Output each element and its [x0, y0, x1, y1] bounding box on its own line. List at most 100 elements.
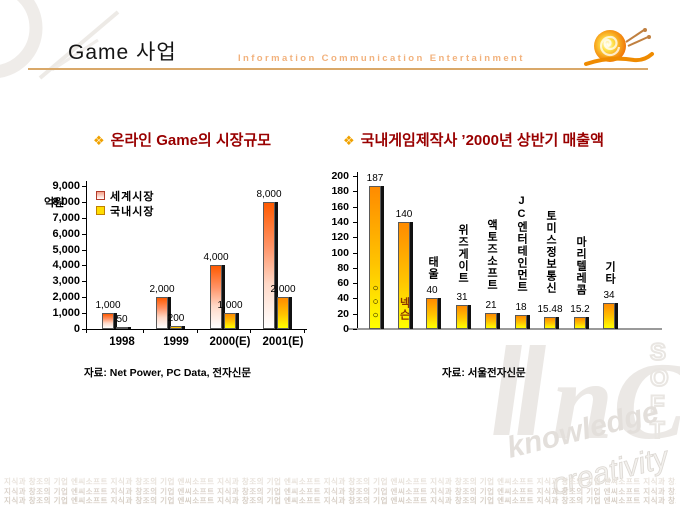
left-y-tick-label: 9,000: [52, 180, 80, 192]
left-y-tick: [82, 186, 86, 187]
left-x-tick: [304, 329, 305, 333]
company-name-label: 마리텔레콤: [574, 236, 587, 297]
right-y-tick: [353, 252, 357, 254]
company-name-label: 기타: [603, 260, 616, 285]
right-y-tick-label: 180: [331, 185, 349, 198]
category-label: 1998: [109, 336, 135, 348]
world-bar-value-label: 4,000: [203, 252, 229, 264]
footer-watermark-row: 지식과 창조의 기업 엔씨소프트 지식과 창조의 기업 엔씨소프트 지식과 창조…: [4, 486, 676, 496]
revenue-bar-shadow: [497, 312, 500, 329]
left-x-tick: [143, 329, 144, 333]
domestic-market-bar: [170, 325, 182, 329]
right-y-tick-label: 40: [337, 292, 349, 305]
revenue-value-label: 40: [426, 285, 438, 297]
left-chart-source: 자료: Net Power, PC Data, 전자신문: [84, 367, 252, 379]
category-label: 1999: [163, 336, 189, 348]
world-bar-value-label: 2,000: [149, 284, 175, 296]
left-y-tick-label: 8,000: [52, 195, 80, 208]
diamond-bullet-icon: ❖: [343, 133, 355, 148]
world-market-bar: [263, 201, 275, 329]
revenue-bar: [603, 302, 615, 329]
domestic-market-bar-shadow: [289, 297, 292, 329]
world-market-bar-shadow: [275, 201, 278, 329]
right-y-tick: [353, 206, 357, 208]
diamond-bullet-icon: ❖: [93, 133, 105, 148]
revenue-value-label: 187: [366, 172, 384, 184]
right-y-tick-label: 80: [337, 261, 349, 274]
left-chart-title-text: 온라인 Game의 시장규모: [110, 132, 272, 149]
left-y-tick-label: 2,000: [52, 291, 80, 304]
domestic-market-bar: [224, 313, 236, 329]
revenue-value-label: 31: [456, 292, 468, 304]
right-chart-title: ❖ 국내게임제작사 ’2000년 상반기 매출액: [343, 129, 604, 150]
right-y-tick-label: 160: [331, 200, 349, 213]
nexon-label: 넥슨: [398, 297, 410, 321]
right-y-tick-label: 20: [337, 307, 349, 320]
left-y-tick: [82, 281, 86, 283]
snail-outline-icon: [0, 0, 120, 80]
world-market-bar: [102, 313, 114, 329]
header-tagline: Information Communication Entertainment: [238, 53, 525, 64]
world-market-bar-shadow: [114, 313, 117, 329]
domestic-market-bar: [116, 327, 128, 329]
right-y-tick: [353, 221, 357, 223]
censored-company-label: ○○○: [370, 283, 381, 324]
company-name-label: 액토즈소프트: [485, 218, 498, 291]
legend-row-domestic: 국내시장: [96, 203, 154, 218]
revenue-bar-shadow: [527, 315, 530, 329]
domestic-market-bar-shadow: [236, 313, 239, 329]
revenue-bar-shadow: [468, 305, 471, 329]
world-market-bar-shadow: [168, 297, 171, 329]
right-chart-source: 자료: 서울전자신문: [442, 367, 526, 379]
left-x-tick: [197, 329, 198, 333]
revenue-bar: [515, 315, 527, 329]
left-y-tick-label: 0: [73, 323, 80, 335]
revenue-bar-shadow: [410, 221, 413, 329]
footer-watermark-row: 지식과 창조의 기업 엔씨소프트 지식과 창조의 기업 엔씨소프트 지식과 창조…: [4, 496, 676, 505]
revenue-bar: [398, 221, 410, 329]
left-y-tick: [82, 233, 86, 235]
right-y-tick: [353, 298, 357, 300]
left-y-tick-label: 6,000: [52, 227, 80, 240]
footer-watermark-text: 지식과 창조의 기업 엔씨소프트 지식과 창조의 기업 엔씨소프트 지식과 창조…: [4, 476, 676, 505]
company-name-label: 위즈게이트: [456, 224, 469, 285]
world-market-swatch: [96, 191, 105, 200]
domestic-market-bar: [277, 297, 289, 329]
revenue-bar-shadow: [381, 185, 384, 329]
right-y-tick-label: 140: [331, 215, 349, 228]
category-label: 2000(E): [209, 336, 251, 348]
y-axis-unit-label: 억원: [44, 197, 65, 209]
left-chart-title: ❖ 온라인 Game의 시장규모: [93, 129, 271, 150]
right-y-tick: [353, 313, 357, 315]
domestic-bar-value-label: 2,000: [270, 284, 296, 296]
revenue-bar: [369, 185, 381, 329]
left-y-tick-label: 4,000: [52, 259, 80, 272]
revenue-bar: [456, 305, 468, 329]
world-market-bar: [210, 265, 222, 329]
revenue-bar-shadow: [586, 317, 589, 329]
left-x-tick: [250, 329, 251, 333]
revenue-value-label: 140: [395, 208, 413, 220]
right-y-tick: [353, 283, 357, 285]
left-y-tick: [82, 265, 86, 267]
legend-row-world: 세계시장: [96, 188, 154, 203]
revenue-value-label: 18: [515, 302, 527, 314]
left-y-tick: [82, 329, 86, 330]
left-y-tick: [82, 313, 86, 315]
right-y-tick: [353, 237, 357, 239]
header-divider: [28, 68, 648, 70]
left-x-tick: [86, 329, 87, 333]
right-y-tick-label: 60: [337, 277, 349, 290]
company-name-label: 토미스정보통신: [544, 210, 557, 295]
right-x-axis: [347, 328, 662, 330]
world-bar-value-label: 1,000: [95, 300, 121, 312]
domestic-bar-value-label: 200: [167, 312, 185, 324]
right-y-tick-label: 0: [343, 323, 349, 335]
company-name-label: JC엔터테인먼트: [515, 195, 528, 294]
company-name-label: 태울: [426, 256, 439, 281]
world-bar-value-label: 8,000: [256, 188, 282, 200]
revenue-value-label: 15.48: [537, 304, 563, 316]
right-y-tick-label: 100: [331, 246, 349, 259]
